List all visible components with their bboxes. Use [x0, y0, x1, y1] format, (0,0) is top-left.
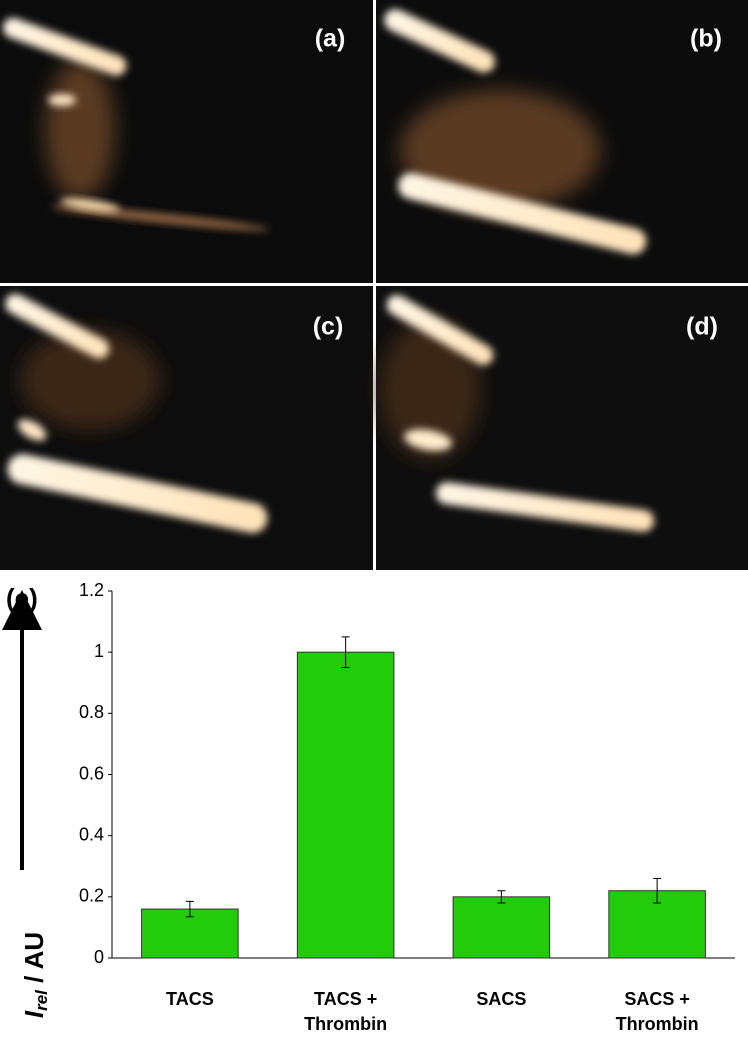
panel-label: (c): [313, 313, 344, 341]
y-tick-label: 0.2: [79, 886, 104, 906]
image-panels: [0, 0, 748, 570]
bar: [452, 896, 551, 959]
panel-label: (b): [690, 25, 722, 53]
y-tick-label: 0.4: [79, 824, 104, 844]
x-tick-label: Thrombin: [616, 1014, 699, 1034]
bar: [296, 651, 395, 959]
y-tick-label: 1.2: [79, 580, 104, 600]
y-label-part: / AU: [19, 932, 49, 990]
y-axis-label: Irel / AU: [19, 932, 52, 1018]
y-label-part: rel: [32, 989, 51, 1011]
x-tick-label: Thrombin: [304, 1014, 387, 1034]
error-bar: [653, 877, 662, 904]
panel-label: (a): [315, 25, 346, 53]
x-tick-label: TACS +: [314, 989, 377, 1009]
x-tick-label: SACS +: [624, 989, 690, 1009]
error-bar: [185, 900, 194, 918]
error-bar: [497, 890, 506, 904]
y-tick-label: 0.6: [79, 763, 104, 783]
y-label-part: I: [19, 1010, 49, 1018]
panel-label: (e): [6, 583, 38, 613]
panel-label: (d): [686, 313, 718, 341]
x-tick-label: SACS: [476, 989, 526, 1009]
bar: [141, 908, 239, 959]
error-bar: [341, 636, 350, 668]
y-tick-label: 0: [94, 947, 104, 967]
y-tick-label: 1: [94, 641, 104, 661]
x-tick-label: TACS: [166, 989, 214, 1009]
y-tick-label: 0.8: [79, 702, 104, 722]
